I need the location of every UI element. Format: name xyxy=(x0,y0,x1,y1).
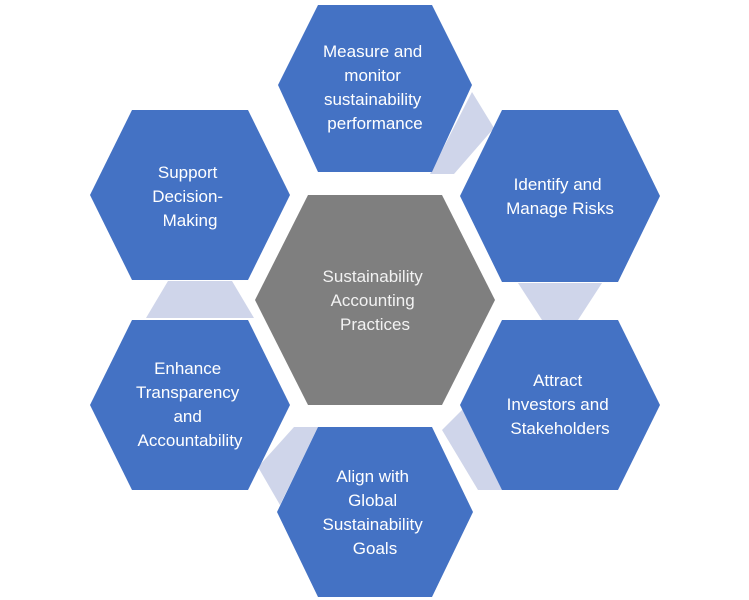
node-label-line: Align with xyxy=(336,467,409,486)
connector-measure-risks xyxy=(430,92,494,174)
node-label-line: Decision- xyxy=(152,187,223,206)
node-label-line: Investors and xyxy=(507,395,609,414)
node-label-line: Making xyxy=(163,211,218,230)
center-label-line: Accounting xyxy=(331,291,415,310)
connector-risks-investors xyxy=(518,283,602,320)
node-label-line: Identify and xyxy=(514,175,602,194)
node-label-line: Goals xyxy=(353,539,397,558)
node-label-line: and xyxy=(173,407,201,426)
node-risks-label: Identify and Manage Risks xyxy=(506,175,614,218)
node-transparency-hex xyxy=(90,320,290,490)
node-label-line: Measure and xyxy=(323,42,422,61)
node-transparency-label: Enhance Transparency and Accountability xyxy=(136,359,244,450)
node-label-line: sustainability xyxy=(324,90,422,109)
node-investors-label: Attract Investors and Stakeholders xyxy=(507,371,614,438)
node-investors-hex xyxy=(460,320,660,490)
connector-goals-transparency xyxy=(258,427,318,505)
node-risks-hex xyxy=(460,110,660,282)
center-label-line: Sustainability xyxy=(323,267,424,286)
node-transparency: Enhance Transparency and Accountability xyxy=(90,320,290,490)
node-label-line: performance xyxy=(327,114,422,133)
node-label-line: Transparency xyxy=(136,383,240,402)
node-measure: Measure and monitor sustainability perfo… xyxy=(278,5,472,172)
node-label-line: Support xyxy=(158,163,218,182)
node-goals: Align with Global Sustainability Goals xyxy=(277,427,473,597)
node-risks: Identify and Manage Risks xyxy=(460,110,660,282)
node-label-line: monitor xyxy=(344,66,401,85)
node-label-line: Global xyxy=(348,491,397,510)
node-label-line: Sustainability xyxy=(323,515,424,534)
center-hex-label: Sustainability Accounting Practices xyxy=(323,267,428,334)
node-label-line: Enhance xyxy=(154,359,221,378)
center-label-line: Practices xyxy=(340,315,410,334)
center-hex: Sustainability Accounting Practices xyxy=(255,195,495,405)
connector-transparency-decision xyxy=(146,281,254,318)
node-goals-label: Align with Global Sustainability Goals xyxy=(323,467,428,558)
node-measure-label: Measure and monitor sustainability perfo… xyxy=(323,42,427,133)
node-label-line: Stakeholders xyxy=(510,419,609,438)
node-investors: Attract Investors and Stakeholders xyxy=(460,320,660,490)
center-hex-shape xyxy=(255,195,495,405)
node-measure-hex xyxy=(278,5,472,172)
node-label-line: Accountability xyxy=(138,431,243,450)
node-label-line: Attract xyxy=(533,371,582,390)
node-decision-hex xyxy=(90,110,290,280)
node-label-line: Manage Risks xyxy=(506,199,614,218)
node-decision: Support Decision- Making xyxy=(90,110,290,280)
node-decision-label: Support Decision- Making xyxy=(152,163,228,230)
node-goals-hex xyxy=(277,427,473,597)
connectors xyxy=(146,92,602,505)
